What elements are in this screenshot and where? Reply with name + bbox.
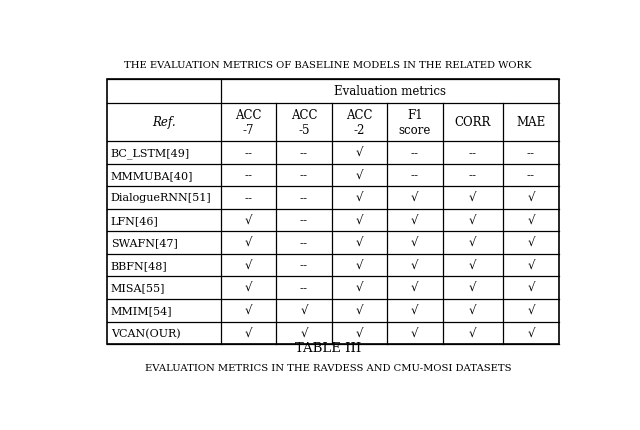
Text: √: √	[356, 169, 363, 182]
Text: √: √	[527, 237, 534, 249]
Text: --: --	[411, 169, 419, 182]
Text: --: --	[469, 147, 477, 160]
Text: √: √	[469, 237, 477, 249]
Text: √: √	[527, 259, 534, 272]
Text: √: √	[356, 191, 363, 204]
Text: --: --	[527, 147, 535, 160]
Text: LFN[46]: LFN[46]	[111, 215, 159, 225]
Text: √: √	[356, 326, 363, 340]
Text: √: √	[244, 304, 252, 317]
Text: --: --	[300, 147, 308, 160]
Text: --: --	[244, 147, 253, 160]
Text: ACC
-7: ACC -7	[236, 109, 262, 137]
Text: VCAN(OUR): VCAN(OUR)	[111, 328, 180, 338]
Text: √: √	[300, 304, 308, 317]
Text: MISA[55]: MISA[55]	[111, 283, 165, 293]
Text: TABLE III: TABLE III	[295, 341, 361, 354]
Text: √: √	[469, 214, 477, 227]
Text: --: --	[527, 169, 535, 182]
Text: √: √	[469, 191, 477, 204]
Text: DialogueRNN[51]: DialogueRNN[51]	[111, 193, 211, 203]
Text: EVALUATION METRICS IN THE RAVDESS AND CMU-MOSI DATASETS: EVALUATION METRICS IN THE RAVDESS AND CM…	[145, 363, 511, 372]
Text: √: √	[244, 237, 252, 249]
Text: THE EVALUATION METRICS OF BASELINE MODELS IN THE RELATED WORK: THE EVALUATION METRICS OF BASELINE MODEL…	[124, 61, 532, 70]
Text: √: √	[469, 259, 477, 272]
Text: Evaluation metrics: Evaluation metrics	[333, 85, 445, 98]
Text: √: √	[356, 237, 363, 249]
Text: --: --	[300, 191, 308, 204]
Text: √: √	[411, 282, 419, 295]
Text: √: √	[411, 259, 419, 272]
Text: BC_LSTM[49]: BC_LSTM[49]	[111, 147, 190, 158]
Text: --: --	[300, 259, 308, 272]
Text: √: √	[527, 214, 534, 227]
Text: SWAFN[47]: SWAFN[47]	[111, 238, 178, 248]
Text: MMMUBA[40]: MMMUBA[40]	[111, 170, 193, 181]
Text: ACC
-5: ACC -5	[291, 109, 317, 137]
Text: --: --	[469, 169, 477, 182]
Text: √: √	[527, 282, 534, 295]
Text: --: --	[411, 147, 419, 160]
Text: √: √	[244, 259, 252, 272]
Text: --: --	[244, 169, 253, 182]
Text: √: √	[411, 191, 419, 204]
Text: √: √	[527, 326, 534, 340]
Text: √: √	[244, 214, 252, 227]
Text: √: √	[356, 214, 363, 227]
Text: ACC
-2: ACC -2	[346, 109, 372, 137]
Text: √: √	[356, 282, 363, 295]
Text: √: √	[469, 282, 477, 295]
Text: √: √	[411, 237, 419, 249]
Text: MAE: MAE	[516, 116, 545, 129]
Text: √: √	[244, 282, 252, 295]
Text: √: √	[469, 326, 477, 340]
Bar	[108, 80, 559, 344]
Text: √: √	[356, 304, 363, 317]
Text: F1
score: F1 score	[399, 109, 431, 137]
Text: --: --	[300, 237, 308, 249]
Text: √: √	[411, 214, 419, 227]
Text: √: √	[527, 191, 534, 204]
Text: --: --	[300, 169, 308, 182]
Text: √: √	[300, 326, 308, 340]
Text: √: √	[356, 259, 363, 272]
Text: Ref.: Ref.	[152, 116, 176, 129]
Text: √: √	[469, 304, 477, 317]
Text: MMIM[54]: MMIM[54]	[111, 306, 172, 316]
Text: --: --	[244, 191, 253, 204]
Text: CORR: CORR	[454, 116, 491, 129]
Text: --: --	[300, 282, 308, 295]
Text: √: √	[356, 147, 363, 160]
Text: √: √	[527, 304, 534, 317]
Text: BBFN[48]: BBFN[48]	[111, 261, 168, 270]
Text: √: √	[411, 304, 419, 317]
Text: --: --	[300, 214, 308, 227]
Text: √: √	[244, 326, 252, 340]
Text: √: √	[411, 326, 419, 340]
